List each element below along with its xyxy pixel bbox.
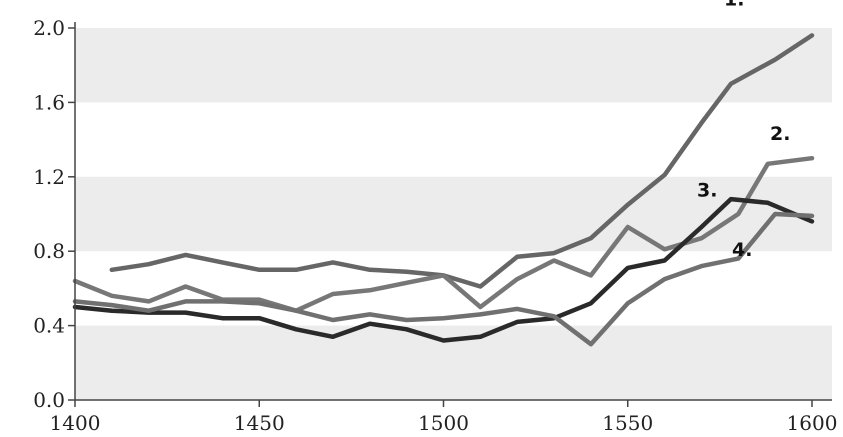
series-labels: 1. 2. 3. 4.	[697, 0, 790, 261]
series-label-1: 1.	[724, 0, 744, 10]
series-label-3: 3.	[697, 179, 717, 201]
y-tick-label: 0.8	[33, 239, 65, 263]
y-tick-label: 1.2	[33, 165, 65, 189]
series-line-3	[72, 196, 815, 343]
series-line-4	[72, 211, 815, 347]
grid-band	[75, 325, 832, 400]
grid-band	[75, 28, 832, 103]
series-label-4: 4.	[732, 239, 752, 261]
series-line-2	[72, 155, 815, 313]
y-tick-label: 1.6	[33, 90, 65, 114]
series-label-2: 2.	[770, 123, 790, 145]
y-axis-ticks: 0.0 0.4 0.8 1.2 1.6 2.0	[33, 16, 75, 412]
x-tick-label: 1450	[234, 411, 285, 435]
grid-band	[75, 176, 832, 252]
x-tick-label: 1400	[50, 411, 101, 435]
series-lines	[72, 33, 815, 347]
x-tick-label: 1500	[418, 411, 469, 435]
y-tick-label: 0.0	[33, 388, 65, 412]
x-tick-label: 1600	[787, 411, 838, 435]
y-tick-label: 0.4	[33, 314, 65, 338]
series-line-1	[109, 33, 815, 289]
y-tick-label: 2.0	[33, 16, 65, 40]
axes	[74, 22, 832, 401]
x-axis-ticks: 1400 1450 1500 1550 1600	[50, 400, 838, 435]
x-tick-label: 1550	[602, 411, 653, 435]
